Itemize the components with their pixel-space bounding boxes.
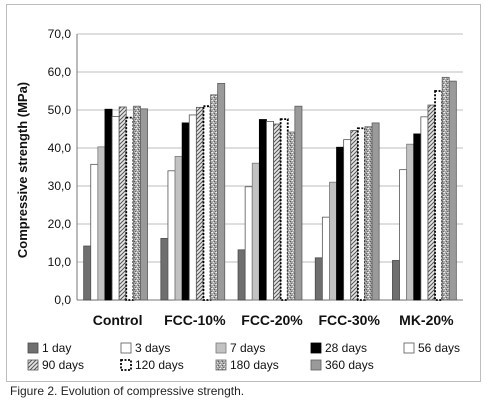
compressive-strength-chart: 0,0 10,0 20,0 30,0 40,0 50,0 60,0 70,0 Control FC… bbox=[15, 27, 463, 372]
bar bbox=[356, 127, 366, 301]
x-tick-label: FCC-10% bbox=[164, 312, 226, 328]
y-tick-label: 40,0 bbox=[48, 141, 72, 155]
bar bbox=[217, 83, 226, 301]
legend-swatch bbox=[403, 342, 415, 354]
legend-swatch bbox=[215, 359, 227, 371]
bar bbox=[273, 123, 282, 301]
bar bbox=[132, 105, 141, 301]
bar bbox=[448, 80, 457, 301]
x-tick-label: FCC-30% bbox=[318, 312, 380, 328]
bar bbox=[237, 249, 246, 301]
bar bbox=[167, 170, 176, 301]
figure-caption: Figure 2. Evolution of compressive stren… bbox=[10, 384, 245, 398]
bar bbox=[279, 118, 289, 301]
bar bbox=[181, 122, 190, 301]
bar bbox=[350, 130, 359, 301]
legend-label: 180 days bbox=[230, 358, 279, 372]
bar bbox=[174, 155, 183, 301]
bar bbox=[266, 121, 274, 301]
y-tick-label: 10,0 bbox=[48, 255, 72, 269]
y-tick-label: 60,0 bbox=[48, 65, 72, 79]
bar bbox=[329, 181, 337, 301]
legend-label: 360 days bbox=[325, 358, 374, 372]
bar bbox=[118, 106, 127, 301]
tick-labels: 0,0 10,0 20,0 30,0 40,0 50,0 60,0 70,0 Control FC… bbox=[48, 27, 455, 328]
bar bbox=[413, 133, 422, 301]
bar bbox=[294, 105, 303, 301]
bar bbox=[441, 76, 450, 301]
bars bbox=[83, 76, 457, 301]
bar bbox=[195, 106, 204, 301]
bar bbox=[90, 163, 99, 301]
legend-label: 28 days bbox=[325, 341, 367, 355]
bar bbox=[287, 131, 296, 301]
legend-swatch bbox=[27, 342, 39, 354]
bar bbox=[321, 216, 330, 301]
legend-label: 90 days bbox=[42, 358, 84, 372]
legend-swatch bbox=[120, 342, 132, 354]
x-tick-label: MK-20% bbox=[399, 312, 454, 328]
legend-swatch bbox=[27, 359, 39, 371]
bar bbox=[399, 169, 408, 301]
y-tick-label: 70,0 bbox=[48, 27, 72, 41]
bar bbox=[251, 162, 260, 301]
y-tick-label: 20,0 bbox=[48, 217, 72, 231]
x-tick-label: FCC-20% bbox=[241, 312, 303, 328]
bar bbox=[188, 114, 197, 301]
legend-label: 56 days bbox=[418, 341, 460, 355]
bar bbox=[427, 104, 436, 301]
y-tick-label: 50,0 bbox=[48, 103, 72, 117]
bar bbox=[434, 90, 444, 301]
y-tick-label: 0,0 bbox=[54, 293, 71, 307]
y-axis-label: Compressive strength (MPa) bbox=[15, 82, 30, 258]
bar bbox=[140, 108, 148, 301]
bar bbox=[202, 105, 212, 301]
bar bbox=[160, 238, 169, 301]
bar bbox=[406, 143, 415, 301]
bar bbox=[336, 146, 345, 301]
legend-swatch bbox=[310, 342, 322, 354]
bar bbox=[343, 139, 352, 301]
legend-label: 3 days bbox=[135, 341, 170, 355]
bar bbox=[392, 260, 400, 301]
chart-frame bbox=[6, 4, 481, 382]
x-tick-label: Control bbox=[93, 312, 143, 328]
legend-swatch bbox=[310, 359, 322, 371]
bar bbox=[111, 116, 120, 301]
legend-swatch bbox=[120, 359, 132, 371]
legend-label: 7 days bbox=[230, 341, 265, 355]
bar bbox=[83, 245, 92, 301]
legend-label: 120 days bbox=[135, 358, 184, 372]
bar bbox=[258, 119, 267, 301]
legend-label: 1 day bbox=[42, 341, 71, 355]
bar bbox=[244, 186, 253, 301]
bar bbox=[210, 94, 219, 301]
bar bbox=[104, 108, 113, 301]
bar bbox=[314, 257, 323, 301]
legend: 1 day 3 days 7 days 28 days 56 days 90 days 12… bbox=[27, 341, 460, 372]
y-tick-label: 30,0 bbox=[48, 179, 72, 193]
bar bbox=[371, 122, 380, 301]
bar bbox=[364, 126, 373, 301]
bar bbox=[420, 116, 429, 301]
legend-swatch bbox=[215, 342, 227, 354]
bar bbox=[125, 116, 135, 301]
bar bbox=[97, 146, 106, 301]
